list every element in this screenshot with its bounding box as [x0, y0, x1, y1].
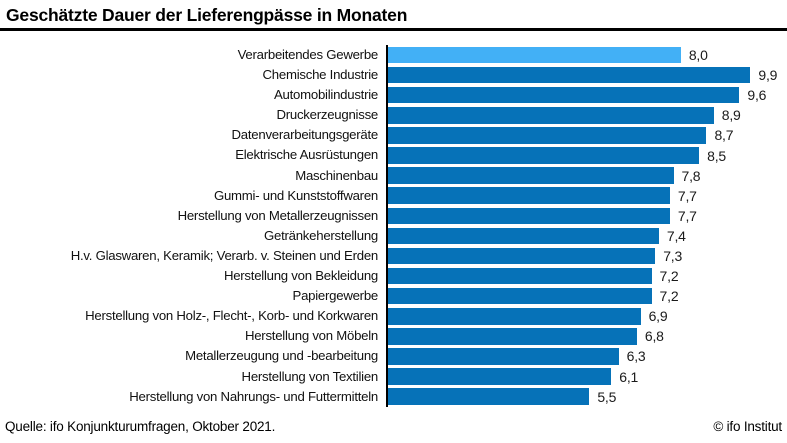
value-label: 9,6: [747, 87, 767, 104]
plot-area: 8,7: [386, 125, 787, 146]
value-label: 7,2: [659, 268, 679, 285]
category-label: Automobilindustrie: [274, 87, 378, 103]
bar: [388, 227, 659, 245]
category-label: Maschinenbau: [295, 167, 378, 183]
value-label: 6,9: [648, 308, 668, 325]
value-label: 8,7: [714, 127, 734, 144]
bar-row: Herstellung von Bekleidung 7,2: [0, 266, 787, 287]
value-label: 8,0: [688, 47, 708, 64]
value-label: 7,7: [677, 207, 697, 224]
plot-area: 7,7: [386, 185, 787, 206]
bar: [388, 267, 652, 285]
plot-area: 9,6: [386, 85, 787, 106]
copyright-note: © ifo Institut: [713, 419, 782, 434]
value-label: 7,3: [663, 247, 683, 264]
bar: [388, 66, 751, 84]
source-note: Quelle: ifo Konjunkturumfragen, Oktober …: [5, 419, 276, 434]
bar: [388, 348, 619, 365]
bar-row: Elektrische Ausrüstungen 8,5: [0, 145, 787, 166]
bar: [388, 328, 637, 345]
bar: [388, 86, 740, 104]
value-label: 9,9: [758, 67, 778, 84]
bar: [388, 368, 612, 385]
bar-row: Herstellung von Holz-, Flecht-, Korb- un…: [0, 306, 787, 327]
bar-row: Verarbeitendes Gewerbe 8,0: [0, 45, 787, 66]
plot-area: 8,5: [386, 145, 787, 166]
plot-area: 8,0: [386, 45, 787, 66]
value-label: 6,3: [626, 348, 646, 365]
bar-row: Druckerzeugnisse 8,9: [0, 105, 787, 126]
category-label: H.v. Glaswaren, Keramik; Verarb. v. Stei…: [70, 247, 379, 263]
plot-area: 6,9: [386, 306, 787, 327]
plot-area: 8,9: [386, 105, 787, 126]
bar-row: Maschinenbau 7,8: [0, 165, 787, 186]
plot-area: 7,7: [386, 205, 787, 226]
value-label: 7,4: [666, 227, 686, 244]
bar-row: Chemische Industrie 9,9: [0, 65, 787, 86]
bar-row: Datenverarbeitungsgeräte 8,7: [0, 125, 787, 146]
bar: [388, 147, 700, 164]
value-label: 8,5: [707, 147, 727, 164]
bar-row: H.v. Glaswaren, Keramik; Verarb. v. Stei…: [0, 245, 787, 267]
bar: [388, 107, 714, 124]
category-label: Herstellung von Möbeln: [244, 328, 378, 344]
value-label: 5,5: [597, 388, 617, 405]
category-label: Herstellung von Textilien: [241, 368, 379, 384]
value-label: 6,1: [619, 368, 639, 385]
category-label: Verarbeitendes Gewerbe: [237, 47, 379, 62]
title-rule: [0, 28, 787, 31]
bar-row: Metallerzeugung und -bearbeitung 6,3: [0, 346, 787, 367]
bar: [388, 207, 670, 225]
plot-area: 5,5: [386, 386, 787, 407]
category-label: Datenverarbeitungsgeräte: [231, 127, 379, 143]
bar-row: Herstellung von Nahrungs- und Futtermitt…: [0, 386, 787, 407]
bar-rows: Verarbeitendes Gewerbe 8,0 Chemische Ind…: [0, 45, 787, 407]
plot-area: 7,2: [386, 286, 787, 307]
value-label: 7,8: [681, 167, 701, 184]
category-label: Herstellung von Holz-, Flecht-, Korb- un…: [85, 308, 378, 324]
bar-row: Automobilindustrie 9,6: [0, 85, 787, 106]
plot-area: 6,3: [386, 346, 787, 367]
bar: [388, 247, 656, 265]
plot-area: 6,8: [386, 326, 787, 347]
bar-row: Papiergewerbe 7,2: [0, 286, 787, 307]
bar-row: Herstellung von Metallerzeugnissen 7,7: [0, 205, 787, 226]
category-label: Herstellung von Nahrungs- und Futtermitt…: [129, 388, 378, 404]
bar: [388, 287, 652, 305]
chart-title: Geschätzte Dauer der Lieferengpässe in M…: [6, 5, 408, 25]
bar-row: Getränkeherstellung 7,4: [0, 225, 787, 246]
category-label: Getränkeherstellung: [263, 227, 378, 243]
chart-footer: Quelle: ifo Konjunkturumfragen, Oktober …: [0, 419, 787, 443]
bar: [388, 187, 670, 204]
category-label: Chemische Industrie: [262, 67, 379, 83]
value-label: 7,7: [677, 187, 697, 204]
value-label: 6,8: [644, 328, 664, 345]
category-label: Herstellung von Bekleidung: [223, 268, 378, 284]
category-label: Papiergewerbe: [292, 288, 379, 304]
category-label: Metallerzeugung und -bearbeitung: [185, 348, 378, 364]
category-label: Druckerzeugnisse: [276, 107, 378, 123]
bar: [388, 127, 707, 144]
bar-row: Gummi- und Kunststoffwaren 7,7: [0, 185, 787, 206]
bar-row: Herstellung von Textilien 6,1: [0, 366, 787, 387]
bar: [388, 46, 681, 64]
bar: [388, 167, 674, 184]
plot-area: 6,1: [386, 366, 787, 387]
value-label: 8,9: [721, 107, 741, 124]
category-label: Herstellung von Metallerzeugnissen: [177, 207, 379, 223]
bar: [388, 388, 590, 405]
plot-area: 7,4: [386, 225, 787, 246]
chart-header: Geschätzte Dauer der Lieferengpässe in M…: [0, 0, 787, 27]
bar: [388, 308, 641, 325]
plot-area: 7,8: [386, 165, 787, 186]
category-label: Gummi- und Kunststoffwaren: [213, 187, 378, 203]
value-label: 7,2: [659, 288, 679, 305]
plot-area: 9,9: [386, 65, 787, 86]
bar-chart: Verarbeitendes Gewerbe 8,0 Chemische Ind…: [0, 45, 787, 407]
category-label: Elektrische Ausrüstungen: [235, 147, 378, 163]
plot-area: 7,3: [386, 245, 787, 267]
plot-area: 7,2: [386, 266, 787, 287]
bar-row: Herstellung von Möbeln 6,8: [0, 326, 787, 347]
